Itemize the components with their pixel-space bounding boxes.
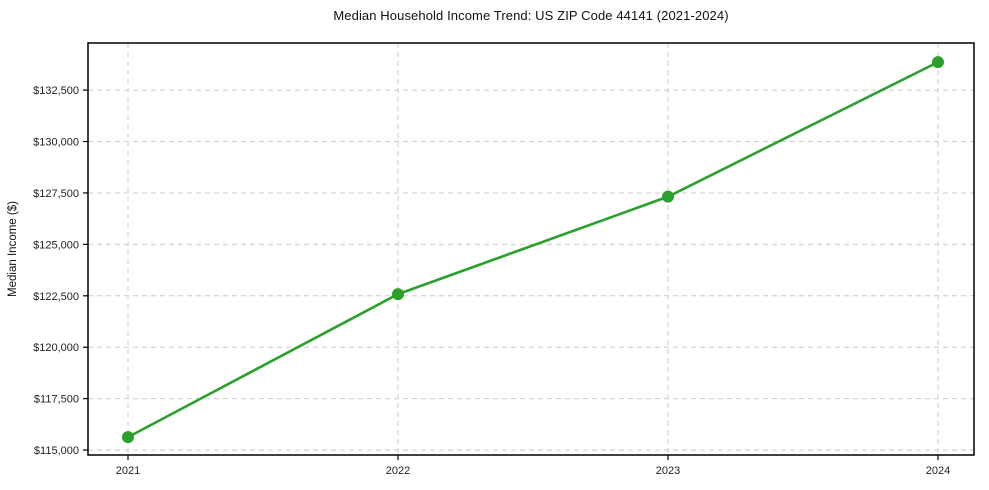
y-tick-label: $120,000 bbox=[33, 342, 79, 354]
y-tick-label: $130,000 bbox=[33, 137, 79, 149]
trend-line bbox=[126, 60, 940, 439]
data-point bbox=[932, 56, 944, 69]
y-tick-label: $132,500 bbox=[33, 85, 79, 97]
chart-title: Median Household Income Trend: US ZIP Co… bbox=[333, 8, 729, 23]
plot-area: $115,000 $117,500 $120,000 $122,500 $125,000… bbox=[33, 42, 975, 477]
data-point bbox=[392, 288, 404, 301]
y-tick-label: $125,000 bbox=[33, 239, 79, 251]
x-tick-label: 2021 bbox=[116, 465, 140, 477]
y-tick-label: $117,500 bbox=[34, 394, 79, 406]
y-tick-label: $127,500 bbox=[33, 188, 79, 200]
x-tick-label: 2023 bbox=[656, 465, 680, 477]
x-tick-label: 2024 bbox=[926, 465, 950, 477]
y-tick-label: $122,500 bbox=[33, 291, 79, 303]
y-tick-label: $115,000 bbox=[34, 445, 79, 457]
y-axis-label: Median Income ($) bbox=[7, 201, 19, 297]
data-point bbox=[122, 431, 134, 444]
x-tick-label: 2022 bbox=[386, 465, 410, 477]
data-point bbox=[662, 190, 674, 203]
plot-border bbox=[87, 42, 975, 456]
